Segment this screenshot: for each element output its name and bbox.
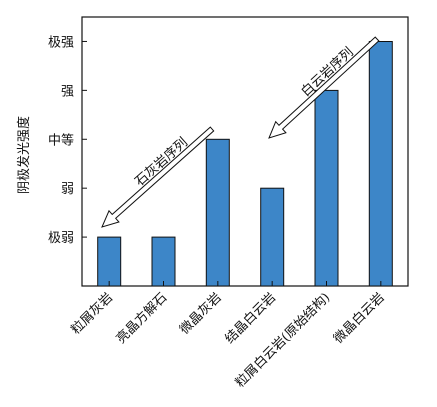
x-tick-label-6: 微晶白云岩	[330, 290, 387, 347]
x-tick-label-5: 粒屑白云岩(原始结构)	[232, 290, 333, 391]
annotation-arrow-2	[268, 36, 380, 139]
y-tick-label-1: 极弱	[48, 231, 74, 246]
y-axis-label: 阴极发光强度	[16, 116, 32, 194]
bar-4	[260, 187, 285, 287]
x-tick-label-4: 结晶白云岩	[222, 290, 279, 347]
x-tick-label-1: 粒屑灰岩	[69, 290, 116, 337]
bar-3	[205, 138, 230, 287]
y-tick-label-5: 极强	[48, 35, 74, 50]
bar-2	[151, 236, 176, 287]
bar-5	[314, 89, 339, 287]
y-tick-label-3: 中等	[48, 132, 74, 148]
plot-frame	[81, 16, 409, 287]
bar-6	[368, 41, 393, 287]
x-tick-label-3: 微晶灰岩	[177, 290, 224, 337]
annotation-arrow-1	[101, 126, 215, 228]
bar-1	[97, 236, 122, 287]
y-tick-label-2: 弱	[61, 182, 74, 197]
annotation-label-1: 石灰岩序列	[132, 135, 191, 189]
x-tick-label-2: 亮晶方解石	[113, 290, 170, 347]
y-tick-label-4: 强	[61, 84, 74, 99]
